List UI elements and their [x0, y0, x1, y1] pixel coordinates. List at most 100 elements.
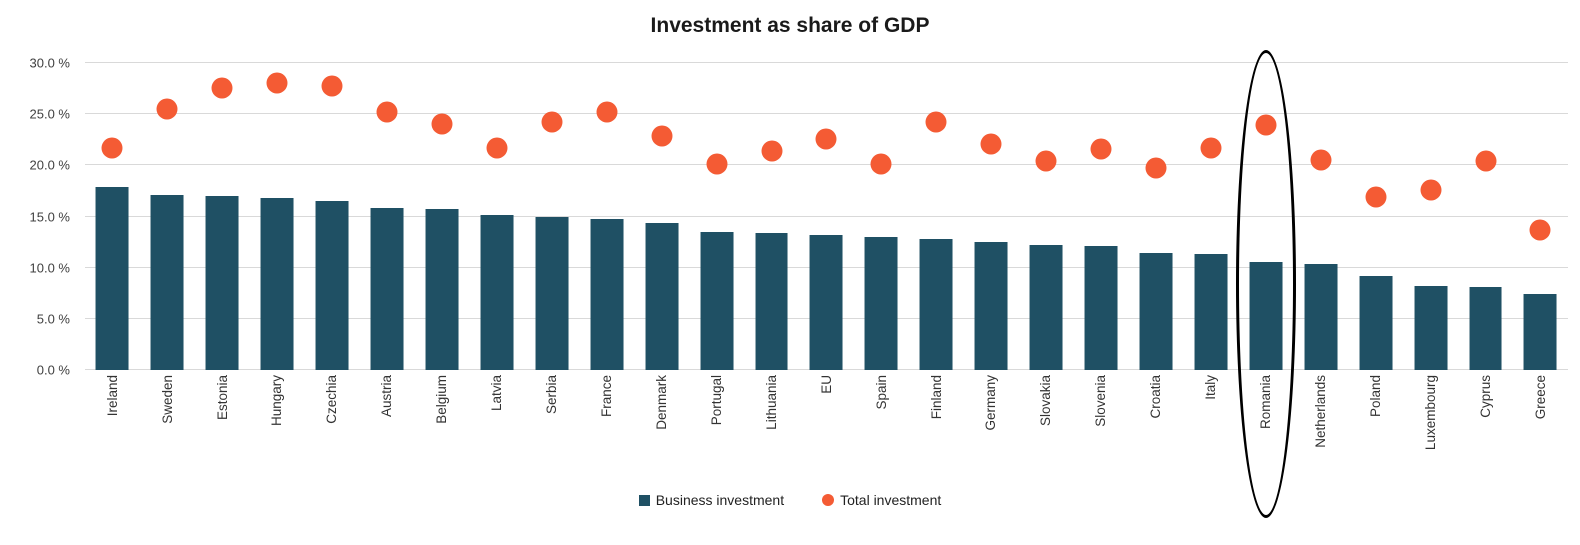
y-axis-tick: 20.0 % — [29, 157, 70, 173]
y-axis-tick: 5.0 % — [36, 311, 70, 327]
bar — [205, 196, 239, 370]
x-axis-label-cell: Poland — [1348, 375, 1403, 487]
dot — [486, 137, 508, 159]
x-axis-label-cell: Finland — [909, 375, 964, 487]
dot — [1035, 150, 1057, 172]
dot — [101, 137, 123, 159]
x-axis-label: Cyprus — [1477, 375, 1493, 418]
x-axis-label-cell: Latvia — [469, 375, 524, 487]
dot — [870, 153, 892, 175]
x-axis-label: Germany — [983, 375, 999, 431]
bar — [260, 198, 294, 370]
bar — [535, 216, 569, 370]
x-axis-label-cell: Hungary — [250, 375, 305, 487]
x-axis-label: Estonia — [214, 375, 230, 421]
bar — [755, 232, 788, 370]
x-axis-label: Netherlands — [1312, 375, 1328, 448]
bar — [645, 222, 679, 370]
legend-item-business: Business investment — [638, 492, 784, 508]
category-column — [469, 63, 524, 370]
bar — [809, 234, 843, 370]
y-axis-tick: 0.0 % — [36, 362, 70, 378]
dot — [1255, 114, 1277, 136]
x-axis-label: Finland — [928, 375, 944, 420]
bar — [974, 242, 1008, 370]
category-column — [1183, 63, 1238, 370]
bar — [1194, 254, 1228, 370]
x-axis-label-cell: Ireland — [85, 375, 140, 487]
legend: Business investment Total investment — [0, 492, 1580, 508]
x-axis-label: Hungary — [269, 375, 285, 427]
x-axis-label-cell: Estonia — [195, 375, 250, 487]
x-axis-label: Lithuania — [763, 375, 779, 430]
dot — [761, 140, 783, 162]
x-axis-label: EU — [818, 375, 834, 394]
category-column — [1129, 63, 1184, 370]
dot — [431, 113, 453, 135]
bar — [1414, 286, 1448, 370]
category-column — [689, 63, 744, 370]
bar — [1084, 246, 1118, 370]
gridline — [85, 215, 1568, 217]
x-axis-label-cell: France — [579, 375, 634, 487]
y-axis-tick: 15.0 % — [29, 209, 70, 224]
dot — [1365, 186, 1387, 208]
category-column — [1348, 63, 1403, 370]
dot — [925, 111, 947, 133]
bar — [315, 201, 349, 370]
bar — [150, 195, 184, 370]
x-axis-label-cell: Spain — [854, 375, 909, 487]
category-column — [1403, 63, 1458, 370]
dot — [156, 98, 178, 120]
series-columns — [85, 63, 1568, 370]
x-axis-label-cell: Germany — [964, 375, 1019, 487]
x-axis-label-cell: Netherlands — [1293, 375, 1348, 487]
category-column — [854, 63, 909, 370]
category-column — [799, 63, 854, 370]
x-axis-label-cell: Denmark — [634, 375, 689, 487]
x-axis-label-cell: Slovakia — [1019, 375, 1074, 487]
category-column — [1238, 63, 1293, 370]
x-axis-label: Poland — [1367, 375, 1383, 418]
dot — [1310, 149, 1332, 171]
bar — [1249, 261, 1283, 370]
y-axis-tick: 10.0 % — [29, 260, 70, 276]
x-axis-label: Croatia — [1148, 375, 1164, 419]
dot — [211, 77, 233, 99]
category-column — [415, 63, 470, 370]
x-axis-label-cell: Belgium — [415, 375, 470, 487]
x-axis-label-cell: Greece — [1513, 375, 1568, 487]
bar — [95, 186, 129, 370]
category-column — [250, 63, 305, 370]
y-axis: 0.0 % 5.0 % 10.0 % 15.0 % 20.0 % 25.0 % 30.0 % — [0, 56, 76, 378]
dot — [815, 128, 837, 150]
bar — [480, 215, 514, 370]
bar — [370, 208, 404, 370]
x-axis-label-cell: Austria — [360, 375, 415, 487]
category-column — [1513, 63, 1568, 370]
bar — [1359, 275, 1393, 370]
x-axis-label: Belgium — [434, 375, 450, 424]
category-column — [195, 63, 250, 370]
x-axis-label: Portugal — [708, 375, 724, 426]
x-axis-label: Slovenia — [1093, 375, 1109, 427]
dot — [596, 101, 618, 123]
x-axis-label: Greece — [1532, 375, 1548, 420]
category-column — [579, 63, 634, 370]
dot — [1529, 219, 1551, 241]
dot-swatch-icon — [822, 494, 835, 506]
x-axis-label: Spain — [873, 375, 889, 410]
category-column — [85, 63, 140, 370]
dot — [980, 133, 1002, 155]
x-axis-label: Austria — [379, 375, 395, 418]
bar — [590, 218, 624, 370]
dot — [1145, 157, 1167, 179]
category-column — [524, 63, 579, 370]
y-axis-tick: 25.0 % — [29, 106, 70, 122]
category-column — [964, 63, 1019, 370]
x-axis-label-cell: Italy — [1183, 375, 1238, 487]
x-axis-label: Denmark — [653, 375, 669, 430]
x-axis-label-cell: Lithuania — [744, 375, 799, 487]
x-axis-label-cell: Serbia — [524, 375, 579, 487]
